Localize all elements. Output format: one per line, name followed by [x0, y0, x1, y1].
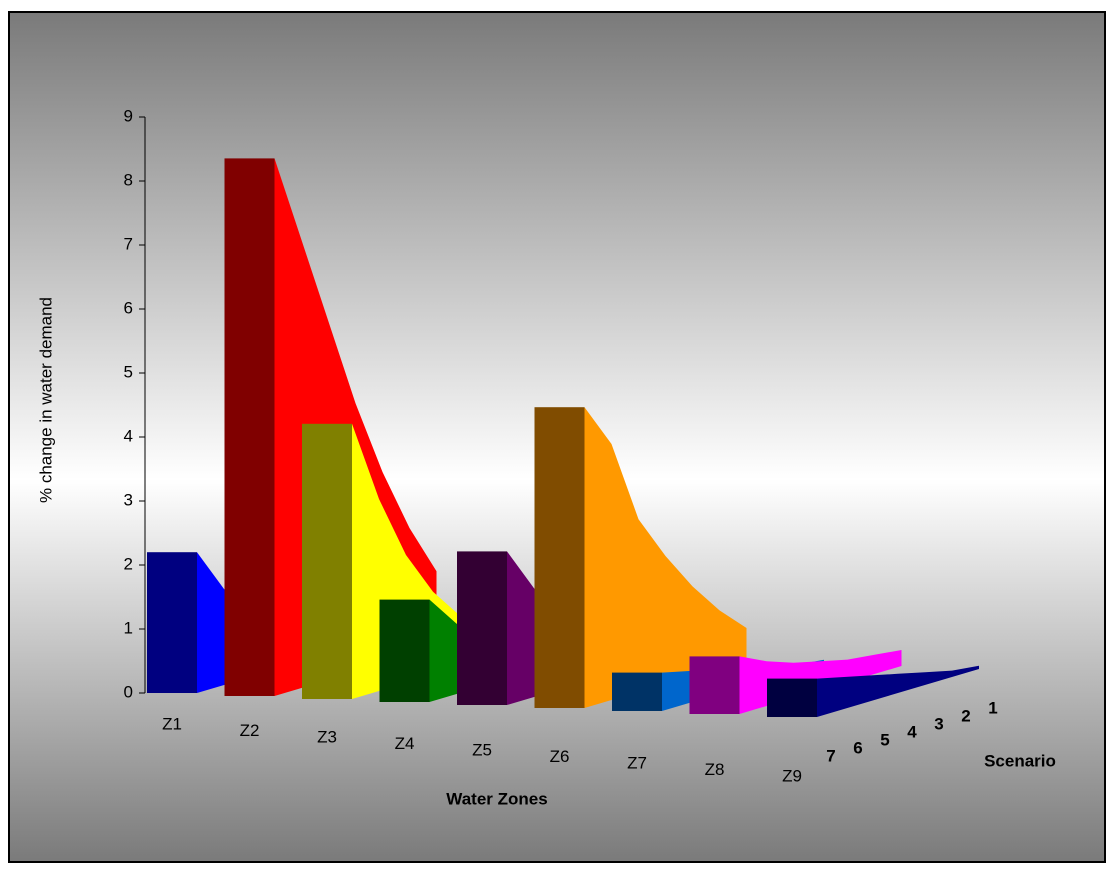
area-front — [612, 672, 662, 711]
depth-tick-label: 2 — [961, 706, 970, 725]
y-tick-label: 3 — [124, 490, 133, 509]
x-tick-label: Z2 — [240, 721, 260, 740]
depth-tick-label: 5 — [880, 730, 889, 749]
x-tick-label: Z9 — [782, 766, 802, 785]
depth-axis-title: Scenario — [984, 751, 1056, 770]
y-tick-label: 8 — [124, 170, 133, 189]
area-front — [457, 551, 507, 705]
depth-tick-label: 1 — [988, 698, 997, 717]
x-tick-label: Z4 — [395, 734, 415, 753]
area-side — [817, 665, 979, 717]
depth-tick-label: 4 — [907, 722, 917, 741]
area-front — [689, 656, 740, 714]
y-axis-title: % change in water demand — [36, 297, 55, 503]
y-tick-label: 6 — [124, 298, 133, 317]
x-tick-label: Z6 — [550, 747, 570, 766]
depth-tick-label: 3 — [934, 714, 943, 733]
y-tick-label: 4 — [124, 426, 133, 445]
x-tick-label: Z3 — [317, 727, 337, 746]
y-tick-label: 9 — [124, 106, 133, 125]
area-front — [302, 423, 352, 699]
y-tick-label: 0 — [124, 682, 133, 701]
area-side — [584, 407, 747, 708]
area-front — [147, 552, 197, 693]
y-tick-label: 5 — [124, 362, 133, 381]
y-tick-label: 2 — [124, 554, 133, 573]
area-front — [379, 599, 430, 702]
area-front — [767, 678, 817, 717]
y-tick-label: 1 — [124, 618, 133, 637]
depth-tick-label: 6 — [853, 738, 862, 757]
area-front — [534, 407, 585, 708]
x-tick-label: Z8 — [705, 760, 725, 779]
area-front — [224, 158, 275, 696]
x-tick-label: Z7 — [627, 753, 647, 772]
depth-tick-label: 7 — [826, 746, 835, 765]
x-tick-label: Z1 — [162, 714, 182, 733]
x-tick-label: Z5 — [472, 740, 492, 759]
x-axis-title: Water Zones — [446, 789, 547, 808]
y-tick-label: 7 — [124, 234, 133, 253]
